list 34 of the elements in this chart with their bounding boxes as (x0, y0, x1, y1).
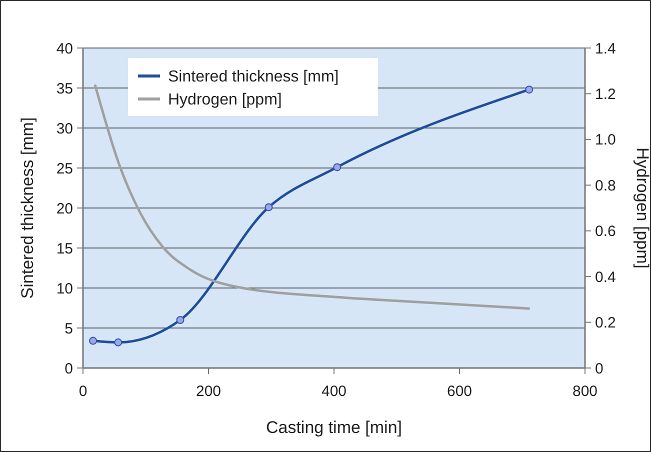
y-tick-label: 30 (56, 120, 73, 138)
point (333, 163, 342, 172)
x-tick-label: 400 (321, 383, 347, 400)
x-tick-label: 0 (78, 383, 88, 400)
y2-tick-label: 1.4 (595, 40, 616, 58)
point (89, 336, 98, 345)
y-tick-label: 25 (56, 160, 73, 178)
y-tick-label: 5 (64, 320, 73, 338)
point (264, 203, 273, 212)
y2-tick-label: 0.2 (595, 314, 616, 332)
y-tick-label: 40 (56, 40, 73, 58)
x-tick-label: 800 (572, 383, 598, 400)
line-series (94, 83, 532, 310)
point (176, 316, 184, 324)
y-tick-label: 20 (56, 200, 73, 218)
y2-tick-label: 0.8 (595, 177, 616, 194)
y-axis-title: Sintered thickness [mm] (18, 117, 37, 299)
x-tick-label: 200 (196, 383, 222, 400)
y-tick-label: 35 (56, 80, 73, 98)
y2-axis-title: Hydrogen [ppm] (633, 148, 651, 268)
y-tick-label: 10 (56, 280, 73, 298)
point (114, 338, 122, 346)
legend-label: Hydrogen [ppm] (168, 92, 282, 109)
legend-label: Sintered thickness [mm] (168, 68, 339, 86)
x-axis-title: Casting time [min] (266, 418, 402, 437)
y-tick-label: 15 (56, 240, 73, 258)
y2-tick-label: 0.4 (595, 268, 616, 286)
point (525, 86, 534, 94)
x-tick-label: 600 (446, 383, 472, 400)
y2-tick-label: 0 (595, 360, 604, 378)
y2-tick-label: 1.0 (595, 132, 616, 149)
y2-tick-label: 0.6 (595, 223, 616, 240)
y2-tick-label: 1.2 (595, 86, 616, 103)
y-tick-label: 0 (64, 360, 73, 378)
